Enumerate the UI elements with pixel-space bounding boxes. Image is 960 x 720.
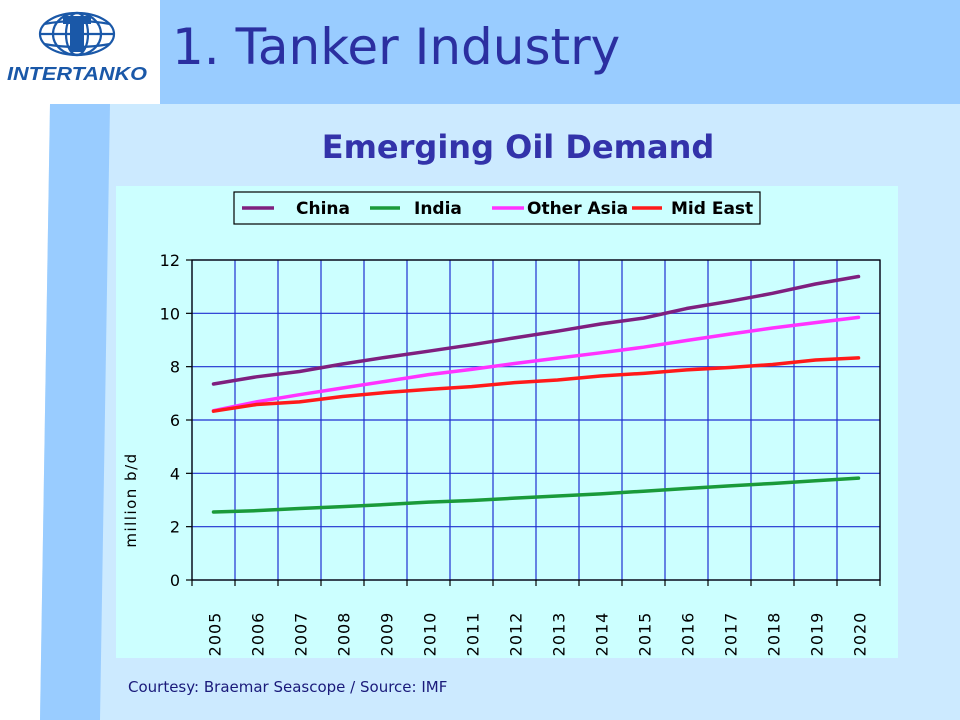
source-credit: Courtesy: Braemar Seascope / Source: IMF xyxy=(128,678,448,696)
x-tick-label: 2010 xyxy=(421,612,440,657)
x-tick-label: 2017 xyxy=(722,612,741,657)
x-tick-label: 2009 xyxy=(378,612,397,657)
y-axis-label: million b/d xyxy=(122,452,140,547)
title-band xyxy=(160,0,960,104)
chart-subtitle: Emerging Oil Demand xyxy=(321,128,715,166)
x-tick-label: 2019 xyxy=(808,612,827,657)
x-tick-label: 2006 xyxy=(249,612,268,657)
x-tick-label: 2014 xyxy=(593,612,612,657)
y-tick-label: 2 xyxy=(170,518,180,537)
legend-label-other-asia: Other Asia xyxy=(527,199,628,219)
x-tick-label: 2005 xyxy=(206,612,225,657)
x-tick-label: 2013 xyxy=(550,612,569,657)
left-decorative-stripe xyxy=(0,104,110,720)
y-tick-label: 10 xyxy=(160,304,180,323)
y-tick-label: 12 xyxy=(160,251,180,270)
x-tick-label: 2016 xyxy=(679,612,698,657)
series-line-mid-east xyxy=(211,356,861,413)
plot-frame xyxy=(191,259,881,581)
legend-label-india: India xyxy=(414,199,462,219)
page-title: 1. Tanker Industry xyxy=(172,18,621,76)
y-tick-label: 6 xyxy=(170,411,180,430)
intertanko-logo: INTERTANKO xyxy=(0,0,160,104)
series-line-india xyxy=(211,476,861,514)
x-tick-label: 2012 xyxy=(507,612,526,657)
x-tick-label: 2011 xyxy=(464,612,483,657)
legend-label-china: China xyxy=(296,199,350,219)
x-tick-label: 2018 xyxy=(765,612,784,657)
series-line-other-asia xyxy=(211,315,861,413)
y-tick-label: 0 xyxy=(170,571,180,590)
chart-area: China India Other Asia Mid East 0 2 4 6 8 10 12 20… xyxy=(116,186,898,658)
oil-demand-line-chart: China India Other Asia Mid East 0 2 4 6 8 10 12 20… xyxy=(122,191,881,657)
y-tick-label: 8 xyxy=(170,358,180,377)
legend-label-mid-east: Mid East xyxy=(671,199,753,219)
x-tick-label: 2015 xyxy=(636,612,655,657)
logo-wordmark: INTERTANKO xyxy=(7,64,147,84)
globe-logo-icon: INTERTANKO xyxy=(7,11,147,84)
x-tick-label: 2008 xyxy=(335,612,354,657)
chart-legend: China India Other Asia Mid East xyxy=(233,191,761,225)
series-line-china xyxy=(211,274,861,386)
y-tick-label: 4 xyxy=(170,464,180,483)
x-tick-label: 2020 xyxy=(851,612,870,657)
x-tick-label: 2007 xyxy=(292,612,311,657)
